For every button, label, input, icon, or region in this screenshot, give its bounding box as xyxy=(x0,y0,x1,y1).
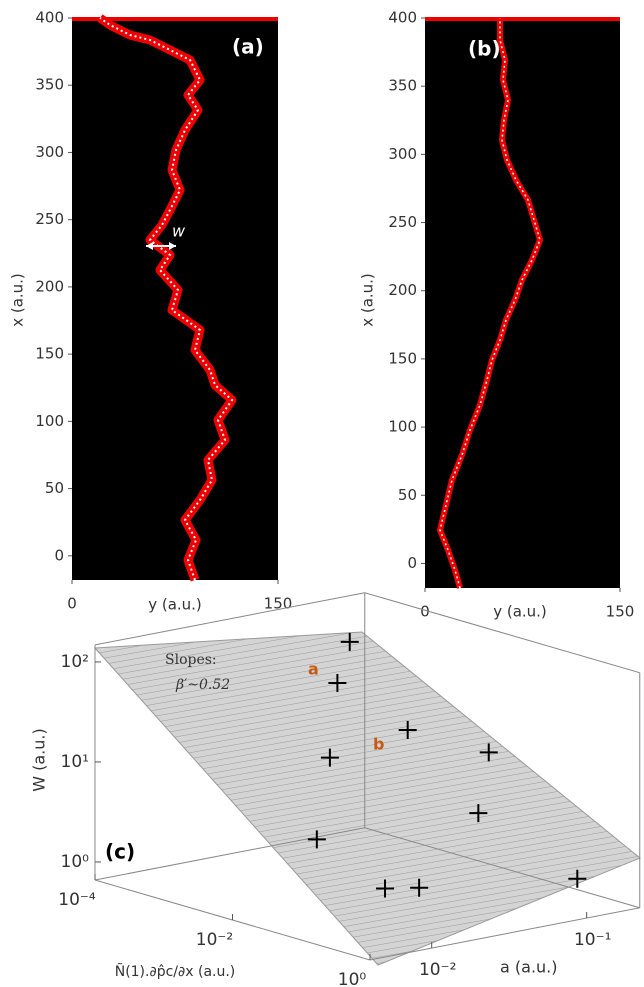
y-tick-label: 0 xyxy=(407,554,417,572)
panel-label: (a) xyxy=(232,35,264,59)
point xyxy=(320,748,339,767)
x-axis-label: y (a.u.) xyxy=(148,596,202,614)
y-tick-label: 400 xyxy=(388,9,417,27)
z-axis-label: W (a.u.) xyxy=(30,728,49,792)
box-edge xyxy=(364,592,640,674)
point xyxy=(340,632,359,651)
box-edge xyxy=(369,907,640,961)
y-tick-label: 300 xyxy=(35,143,64,161)
panel-label: (b) xyxy=(468,37,501,61)
annotation: a xyxy=(308,660,319,679)
point xyxy=(307,830,326,849)
z-tick-label: 10⁰ xyxy=(61,852,90,872)
y-tick-label: 100 xyxy=(35,412,64,430)
y-tick-label: 350 xyxy=(388,77,417,95)
y-tick-label: 250 xyxy=(35,210,64,228)
y-tick-label: 50 xyxy=(398,486,417,504)
y-tick-label: 200 xyxy=(35,277,64,295)
point xyxy=(376,879,395,898)
z-tick-label: 10¹ xyxy=(61,752,89,772)
panel-b-bg xyxy=(425,18,620,588)
y-tick-label: 350 xyxy=(35,76,64,94)
y-tick-label: 10⁰ xyxy=(338,970,367,987)
x-tick-label: 150 xyxy=(606,603,635,621)
front-a-core xyxy=(99,17,234,581)
annotation: β′~0.52 xyxy=(175,677,230,693)
y-tick-label: 150 xyxy=(388,349,417,367)
front-b-core xyxy=(439,18,541,589)
y-axis-label: Ñ(1).∂p̂c/∂x (a.u.) xyxy=(115,963,236,980)
arrow-head xyxy=(169,242,176,250)
point xyxy=(469,804,488,823)
arrow-head xyxy=(146,242,153,250)
y-tick-label: 10⁻² xyxy=(196,930,233,950)
y-tick-label: 0 xyxy=(54,546,64,564)
y-tick-label: 150 xyxy=(35,345,64,363)
y-tick-label: 100 xyxy=(388,418,417,436)
y-tick-label: 250 xyxy=(388,213,417,231)
y-tick-label: 10⁻⁴ xyxy=(58,890,96,910)
x-tick-label: 0 xyxy=(67,595,77,613)
point xyxy=(410,878,429,897)
x-axis-label: a (a.u.) xyxy=(500,958,558,977)
annotation: b xyxy=(373,735,384,754)
point xyxy=(568,869,587,888)
y-axis-label: x (a.u.) xyxy=(359,273,377,327)
y-tick-label: 200 xyxy=(388,281,417,299)
y-tick-label: 400 xyxy=(35,9,64,27)
y-tick-label: 300 xyxy=(388,145,417,163)
annotation: w xyxy=(172,222,186,241)
annotation: Slopes: xyxy=(165,652,217,668)
x-tick-label: 0 xyxy=(420,603,430,621)
point xyxy=(398,721,417,740)
box-edge xyxy=(94,592,365,646)
x-tick-label: 10⁻¹ xyxy=(574,930,611,950)
x-tick-label: 10⁻² xyxy=(419,960,456,980)
point xyxy=(328,673,347,692)
box-edge xyxy=(364,827,640,909)
x-axis-label: y (a.u.) xyxy=(493,603,547,621)
y-axis-label: x (a.u.) xyxy=(9,273,27,327)
box-edge xyxy=(94,827,365,881)
point xyxy=(479,743,498,762)
panel-label: (c) xyxy=(105,840,135,864)
y-tick-label: 50 xyxy=(45,479,64,497)
z-tick-label: 10² xyxy=(61,652,89,672)
